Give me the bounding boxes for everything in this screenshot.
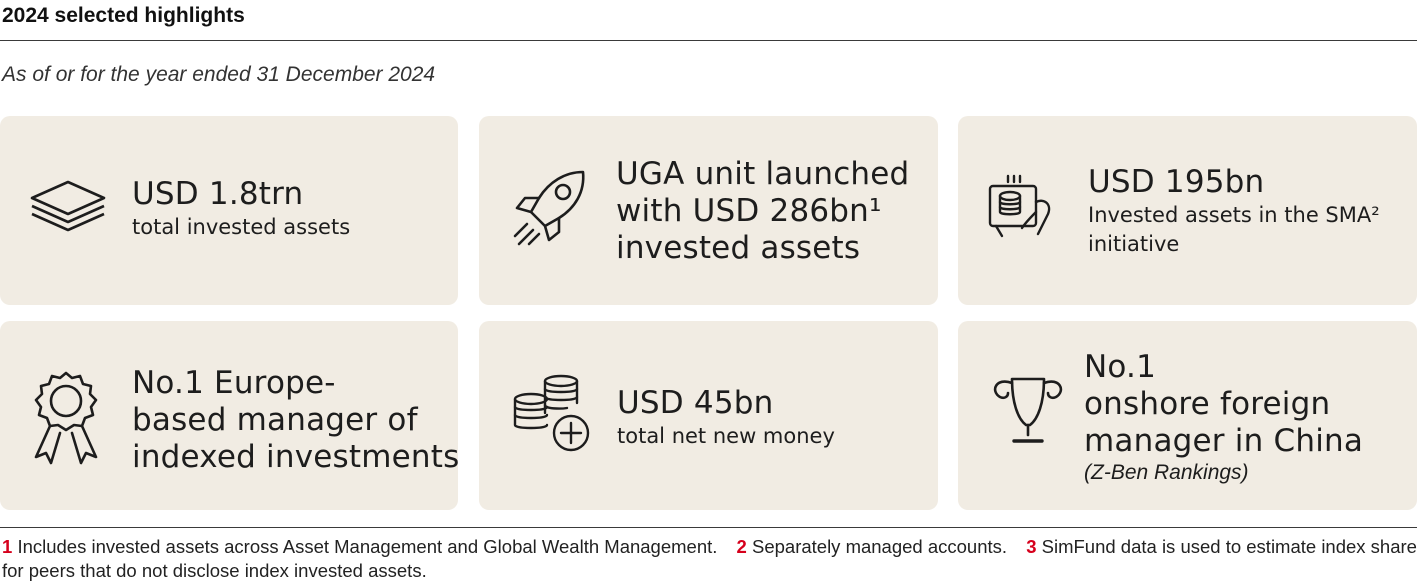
highlight-card-net-new-money: USD 45bn total net new money (479, 321, 938, 510)
card-headline: USD 45bn (617, 385, 774, 421)
card-note: (Z-Ben Rankings) (1084, 461, 1249, 484)
title-divider (0, 40, 1417, 41)
footnote-number: 3 (1026, 536, 1037, 557)
highlight-card-invested-assets: USD 1.8trn total invested assets (0, 116, 458, 305)
trophy-icon (988, 373, 1068, 445)
layers-icon (28, 178, 108, 234)
coins-plus-icon (511, 373, 595, 457)
footnote-text: Includes invested assets across Asset Ma… (17, 536, 718, 557)
card-headline-line-1: No.1 (1084, 349, 1156, 385)
footnote-number: 1 (2, 536, 13, 557)
page-subtitle: As of or for the year ended 31 December … (2, 63, 436, 86)
highlight-card-uga-unit: UGA unit launched with USD 286bn¹ invest… (479, 116, 938, 305)
card-headline-line-2: based manager of (132, 402, 418, 438)
card-headline: USD 195bn (1088, 164, 1265, 200)
card-headline-line-1: UGA unit launched (616, 156, 910, 192)
highlight-card-europe-index: No.1 Europe- based manager of indexed in… (0, 321, 458, 510)
footnote-2: 2 Separately managed accounts. (737, 536, 1008, 557)
footnotes: 1 Includes invested assets across Asset … (2, 535, 1417, 583)
footnote-divider (0, 527, 1417, 528)
card-caption-line-1: Invested assets in the SMA² (1088, 203, 1380, 227)
footnote-1: 1 Includes invested assets across Asset … (2, 536, 717, 557)
card-caption: total invested assets (132, 215, 351, 239)
card-headline-line-2: onshore foreign (1084, 386, 1331, 422)
highlight-card-sma: USD 195bn Invested assets in the SMA² in… (958, 116, 1417, 305)
device-coins-icon (986, 172, 1058, 242)
award-rosette-icon (30, 369, 102, 467)
card-headline-line-3: invested assets (616, 230, 861, 266)
card-headline: USD 1.8trn (132, 176, 304, 212)
card-headline-line-3: manager in China (1084, 423, 1364, 459)
card-caption: total net new money (617, 424, 835, 448)
footnote-text: Separately managed accounts. (751, 536, 1008, 557)
card-caption-line-2: initiative (1088, 232, 1180, 256)
footnote-number: 2 (736, 536, 747, 557)
card-headline-line-2: with USD 286bn¹ (616, 193, 882, 229)
card-headline-line-3: indexed investments³ (132, 439, 458, 475)
footnote-3: 3 SimFund data is used to estimate index… (2, 536, 1417, 581)
highlight-card-china-ranking: No.1 onshore foreign manager in China (Z… (958, 321, 1417, 510)
page-title: 2024 selected highlights (2, 4, 245, 27)
card-headline-line-1: No.1 Europe- (132, 365, 336, 401)
footnote-text: SimFund data is used to estimate index s… (2, 536, 1417, 581)
rocket-icon (509, 168, 589, 252)
